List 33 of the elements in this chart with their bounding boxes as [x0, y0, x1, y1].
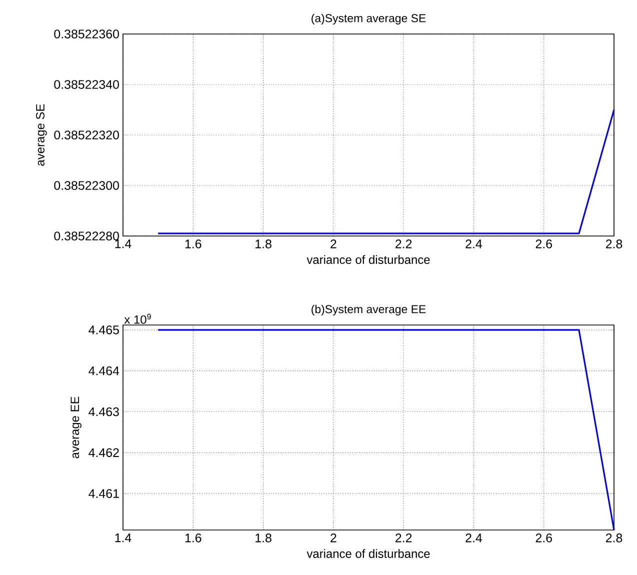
y-tick-label: 4.463	[88, 407, 119, 416]
x-tick-label: 1.4	[115, 240, 132, 248]
x-tick-label: 1.6	[185, 240, 202, 248]
y-tick-label: 0.38522280	[54, 232, 119, 240]
x-tick-label: 2	[330, 240, 336, 248]
x-tick-label: 2.2	[396, 240, 412, 248]
y-tick-label: 0.38522360	[54, 30, 119, 38]
y-tick-label: 0.38522320	[54, 130, 119, 140]
x-tick-label: 2.6	[536, 240, 552, 248]
chart-title: (a)System average SE	[312, 14, 426, 24]
y-tick-label: 0.38522340	[54, 80, 119, 89]
x-tick-label: 2.8	[606, 240, 622, 248]
x-tick-label: 1.8	[256, 240, 272, 248]
x-axis-title: variance of disturbance	[306, 255, 430, 264]
x-tick-label: 1.4	[115, 534, 132, 542]
y-axis-title: average EE	[70, 396, 82, 458]
x-tick-label: 1.6	[185, 534, 202, 542]
chart-title: (b)System average EE	[312, 304, 426, 316]
y-tick-label: 4.462	[88, 448, 119, 458]
x-tick-label: 2.2	[396, 534, 412, 542]
x-tick-label: 2.8	[606, 534, 622, 542]
x-tick-label: 1.8	[256, 534, 272, 542]
y-tick-label: 4.465	[88, 326, 119, 334]
x-tick-label: 2.4	[466, 240, 482, 248]
y-tick-label: 4.461	[88, 489, 119, 498]
x-tick-label: 2.4	[466, 534, 482, 542]
y-tick-label: 4.464	[88, 366, 120, 376]
text: x 10$^{9}$	[124, 314, 151, 324]
x-tick-label: 2.6	[536, 534, 552, 542]
y-axis-title: average SE	[36, 104, 47, 166]
x-tick-label: 2	[330, 534, 336, 542]
y-tick-label: 0.38522300	[54, 181, 119, 190]
x-axis-title: variance of disturbance	[306, 549, 430, 558]
